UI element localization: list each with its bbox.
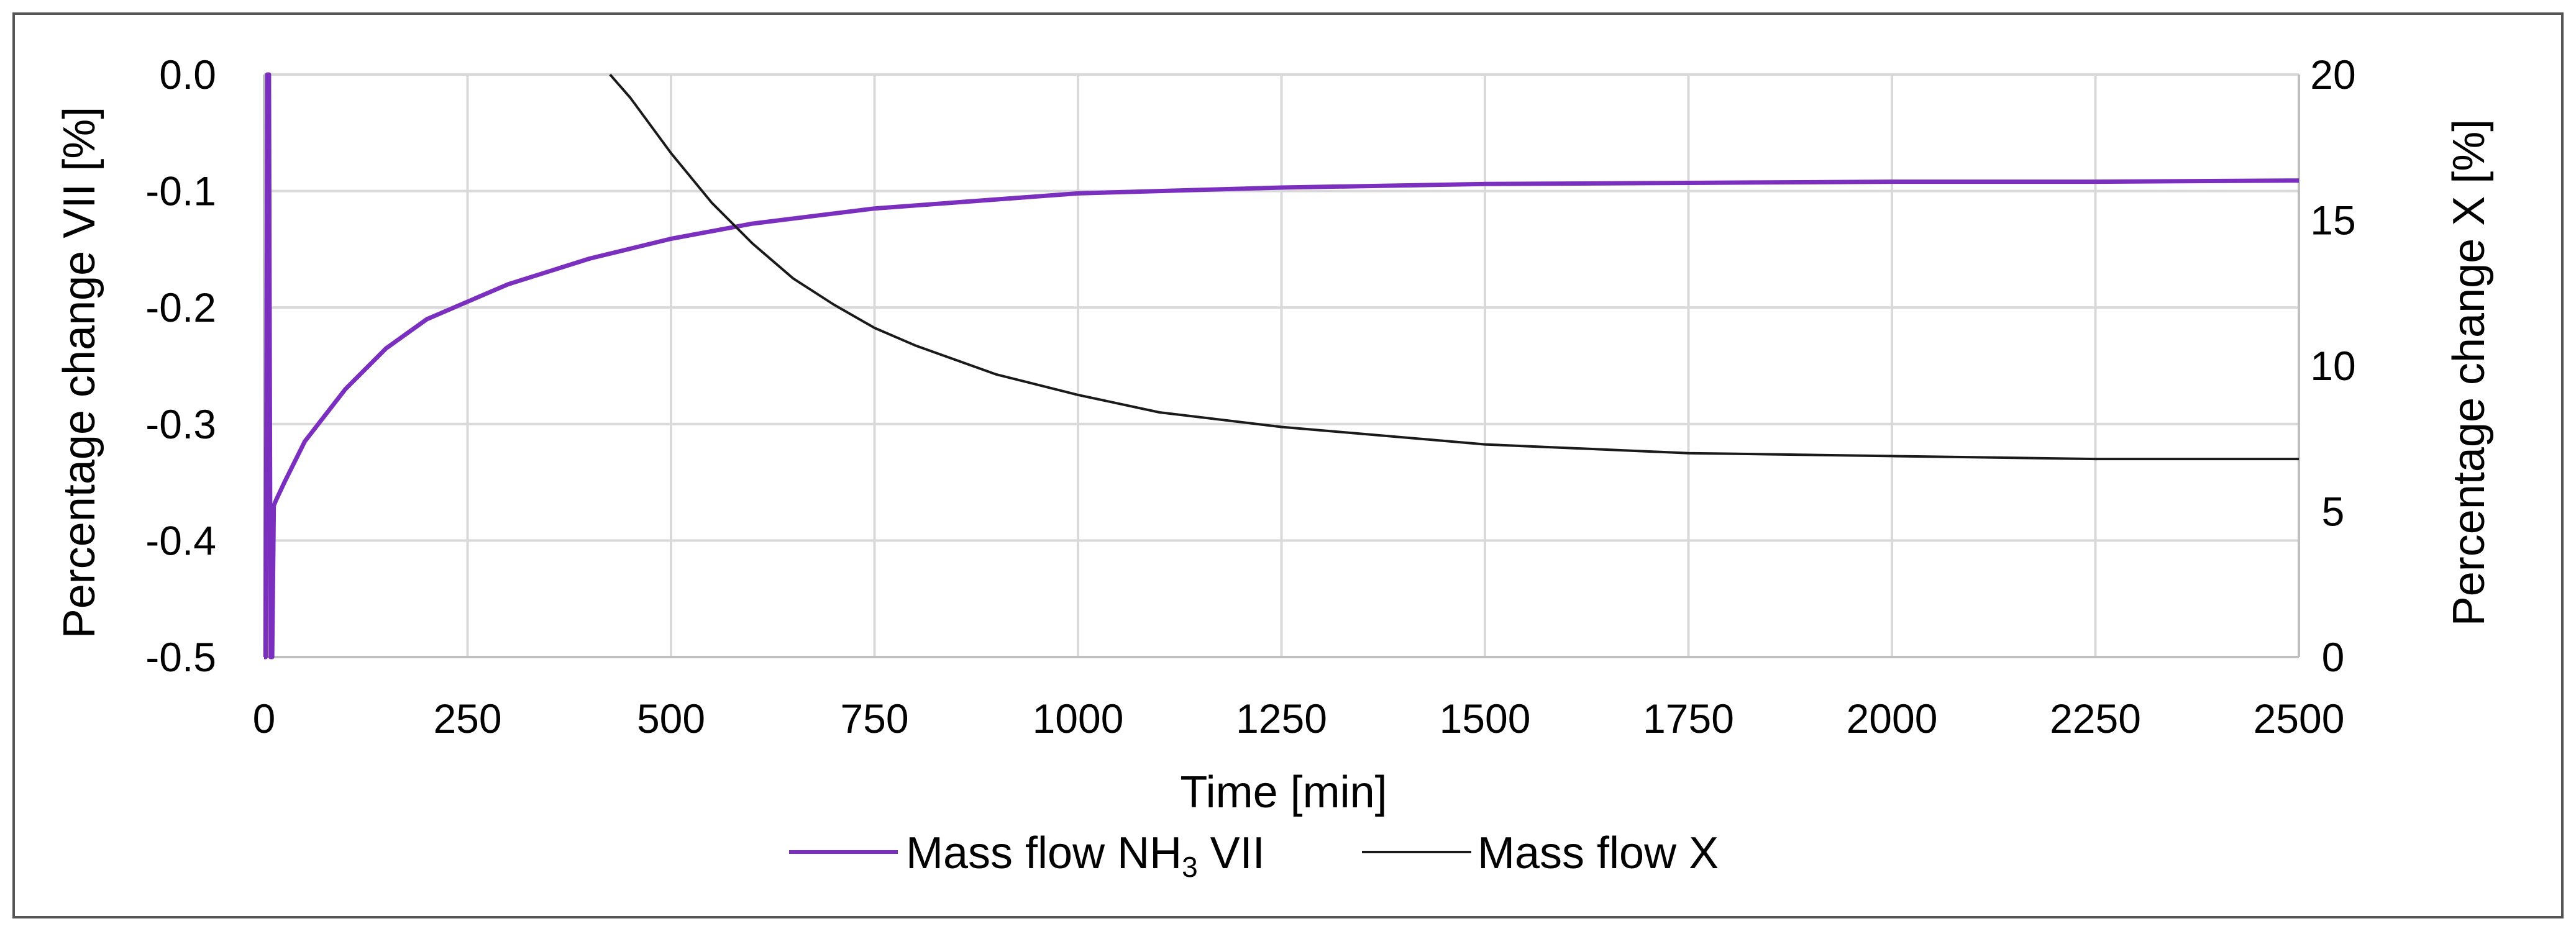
y-left-tick-label: -0.1 [145,168,216,214]
legend-label-nh3-vii: Mass flow NH3 VII [906,828,1265,883]
legend-label-mass-flow-x: Mass flow X [1478,828,1719,878]
y-left-tick-label: 0.0 [159,52,216,97]
x-tick-label: 2250 [2050,696,2141,741]
x-tick-label: 500 [637,696,705,741]
legend-label-nh3-tail: VII [1198,828,1265,878]
x-tick-label: 2500 [2254,696,2345,741]
y-right-tick-label: 10 [2310,343,2355,389]
series-line-nh3-vii [263,72,2300,660]
x-tick-label: 250 [433,696,501,741]
y-right-tick-label: 0 [2322,634,2345,680]
legend: Mass flow NH3 VII Mass flow X [789,828,1719,883]
y-right-tick-label: 15 [2310,197,2355,243]
legend-label-nh3-main: Mass flow NH [906,828,1182,878]
series-lines [263,72,2300,660]
x-tick-label: 0 [253,696,276,741]
y-right-tick-label: 5 [2322,489,2345,535]
x-tick-label: 2000 [1847,696,1938,741]
y-axis-right-title: Percentage change X [%] [2444,119,2494,627]
y-left-tick-label: -0.3 [145,401,216,447]
x-tick-label: 1500 [1440,696,1531,741]
tick-labels: 0 250 500 750 1000 1250 1500 1750 2000 2250 2500 0.… [145,52,2355,741]
y-left-tick-label: -0.4 [145,517,216,563]
x-axis-title: Time [min] [1180,768,1387,817]
x-tick-label: 1750 [1643,696,1734,741]
series-line-mass-flow-x [609,73,2299,461]
x-tick-label: 1250 [1236,696,1327,741]
y-left-tick-label: -0.2 [145,284,216,330]
x-tick-label: 1000 [1033,696,1124,741]
legend-label-nh3-subscript: 3 [1182,851,1198,883]
y-left-tick-label: -0.5 [145,634,216,680]
y-right-tick-label: 20 [2310,52,2355,97]
y-axis-left-title: Percentage change VII [%] [55,107,104,639]
chart-frame [12,12,2564,918]
x-tick-label: 750 [840,696,908,741]
